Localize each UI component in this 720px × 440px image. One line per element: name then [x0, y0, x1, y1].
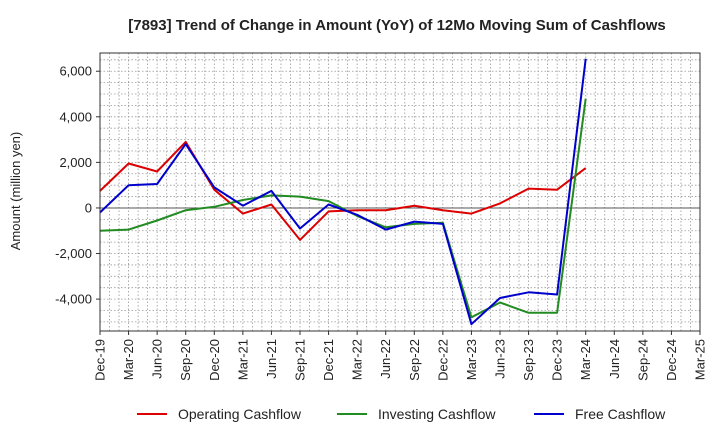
grid-lines [100, 53, 700, 331]
x-tick-label: Dec-21 [321, 339, 336, 381]
chart-title: [7893] Trend of Change in Amount (YoY) o… [128, 17, 666, 34]
x-tick-label: Jun-22 [378, 339, 393, 379]
x-tick-label: Jun-20 [150, 339, 165, 379]
x-tick-label: Dec-19 [93, 339, 108, 381]
plot-area-frame [99, 52, 701, 332]
y-tick-labels: -4,000 -2,000 0 2,000 4,000 6,000 [55, 64, 100, 307]
x-tick-label: Mar-21 [235, 339, 250, 380]
x-tick-label: Sep-24 [635, 339, 650, 381]
legend-label: Free Cashflow [575, 406, 666, 422]
x-tick-label: Mar-22 [350, 339, 365, 380]
x-tick-label: Sep-21 [293, 339, 308, 381]
series-line-operating-cashflow [99, 140, 587, 241]
x-tick-label: Jun-21 [264, 339, 279, 379]
legend-label: Operating Cashflow [178, 406, 302, 422]
series-lines [99, 58, 587, 326]
y-tick-label: 2,000 [59, 155, 92, 170]
x-tick-labels: Dec-19 Mar-20 Jun-20 Sep-20 Dec-20 Mar-21 Jun-… [93, 331, 708, 381]
x-tick-label: Mar-24 [578, 339, 593, 380]
x-tick-label: Mar-25 [693, 339, 708, 380]
legend: Operating Cashflow Investing Cashflow Free… [137, 406, 666, 422]
y-tick-label: -4,000 [55, 292, 92, 307]
x-tick-label: Mar-20 [121, 339, 136, 380]
x-tick-label: Jun-23 [493, 339, 508, 379]
x-tick-label: Sep-22 [407, 339, 422, 381]
x-tick-label: Mar-23 [464, 339, 479, 380]
series-line-investing-cashflow [99, 98, 587, 319]
y-axis-label: Amount (million yen) [8, 132, 23, 251]
x-tick-label: Dec-24 [664, 339, 679, 381]
y-tick-label: 0 [85, 200, 92, 215]
y-tick-label: 6,000 [59, 64, 92, 79]
x-tick-label: Sep-20 [178, 339, 193, 381]
x-tick-label: Dec-23 [550, 339, 565, 381]
x-tick-label: Jun-24 [607, 339, 622, 379]
series-line-free-cashflow [99, 58, 587, 326]
x-tick-label: Dec-20 [207, 339, 222, 381]
legend-label: Investing Cashflow [378, 406, 496, 422]
y-tick-label: 4,000 [59, 109, 92, 124]
y-tick-label: -2,000 [55, 246, 92, 261]
x-tick-label: Sep-23 [521, 339, 536, 381]
x-tick-label: Dec-22 [435, 339, 450, 381]
